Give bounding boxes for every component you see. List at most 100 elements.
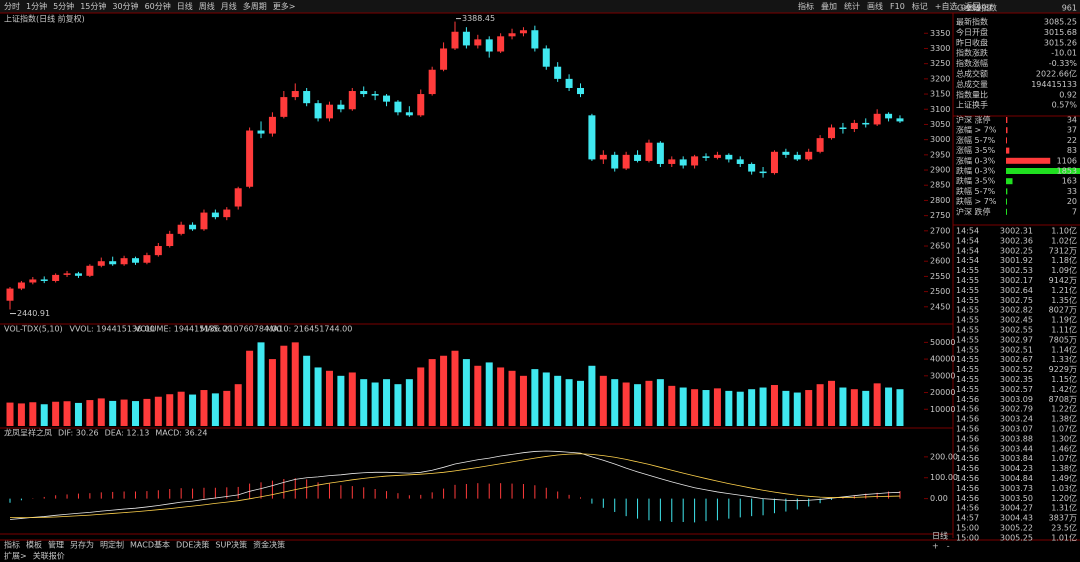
tick-volume: 1.42亿 — [1051, 384, 1077, 394]
period-tab[interactable]: 分时 — [4, 1, 20, 11]
tick-time: 14:56 — [956, 504, 979, 513]
period-tab[interactable]: 15分钟 — [80, 1, 106, 11]
tool-button[interactable]: +自选 — [935, 1, 958, 11]
zoom-button[interactable]: - — [947, 542, 950, 551]
tick-time: 14:57 — [956, 514, 979, 523]
indicator-tab[interactable]: 另存为 — [70, 540, 94, 550]
tool-button[interactable]: 画线 — [867, 1, 883, 11]
candle-body — [839, 127, 847, 130]
quote-label: 指数涨跌 — [956, 48, 988, 58]
volume-bar — [440, 355, 448, 426]
tick-price: 3004.43 — [1000, 514, 1033, 523]
period-tab[interactable]: 月线 — [221, 1, 237, 11]
breadth-label: 跌幅 5-7% — [956, 186, 996, 196]
tick-price: 3003.07 — [1000, 425, 1033, 434]
period-tab[interactable]: 60分钟 — [145, 1, 171, 11]
candle-body — [770, 151, 778, 174]
volume-bar — [166, 394, 174, 426]
y-tick-label: 2950 — [930, 150, 950, 159]
indicator-tab[interactable]: 指标 — [4, 540, 20, 550]
breadth-bar — [1006, 198, 1007, 205]
tick-time: 14:55 — [956, 335, 979, 344]
breadth-bar — [1006, 208, 1007, 215]
volume-bar — [200, 390, 208, 426]
indicator-header: MA10: 216451744.00 — [266, 325, 352, 334]
candle-body — [508, 33, 516, 37]
candle-body — [74, 273, 82, 276]
period-tab[interactable]: 周线 — [199, 1, 215, 11]
candle-body — [462, 31, 470, 46]
volume-bar — [736, 391, 744, 426]
zoom-button[interactable]: + — [932, 542, 939, 551]
volume-bar — [759, 387, 767, 426]
candle-body — [348, 91, 356, 110]
y-tick-label: 3350 — [930, 29, 950, 38]
tick-volume: 1.07亿 — [1051, 424, 1077, 434]
candle-body — [805, 151, 813, 160]
volume-bar — [770, 385, 778, 426]
tool-button[interactable]: F10 — [890, 2, 905, 11]
quote-tag: 961 — [1062, 4, 1077, 13]
tool-button[interactable]: 指标 — [798, 1, 814, 11]
period-tab[interactable]: 5分钟 — [53, 1, 74, 11]
breadth-label: 跌幅 0-3% — [956, 166, 996, 176]
macd-header: DIF: 30.26 — [58, 429, 99, 438]
volume-bar — [29, 402, 37, 426]
candle-body — [394, 101, 402, 113]
candle-body — [542, 48, 550, 67]
candle-body — [622, 154, 630, 169]
volume-bar — [725, 390, 733, 426]
tick-volume: 1.07亿 — [1051, 453, 1077, 463]
candle-body — [200, 212, 208, 230]
tick-time: 14:55 — [956, 276, 979, 285]
candle-body — [97, 261, 105, 266]
y-tick-label: 3200 — [930, 74, 950, 83]
indicator-tab[interactable]: SUP决策 — [215, 540, 247, 550]
breadth-bar — [1006, 147, 1010, 154]
tool-button[interactable]: 统计 — [844, 1, 860, 11]
period-tab[interactable]: 1分钟 — [26, 1, 47, 11]
candle-body — [850, 122, 858, 130]
y-tick-label: 2500 — [930, 287, 950, 296]
period-tab[interactable]: 更多> — [273, 1, 296, 11]
extra-link[interactable]: 关联报价 — [33, 551, 65, 561]
candle-body — [29, 279, 37, 283]
volume-bar — [428, 359, 436, 426]
indicator-tab[interactable]: 模板 — [26, 540, 42, 550]
candle-body — [6, 288, 14, 301]
volume-bar — [531, 369, 539, 426]
period-label[interactable]: 日线 — [932, 531, 948, 541]
indicator-tab[interactable]: 资金决策 — [253, 540, 285, 550]
period-tab[interactable]: 日线 — [177, 1, 193, 11]
tool-button[interactable]: 标记 — [912, 1, 928, 11]
candle-body — [303, 91, 311, 104]
y-tick-label: 0.00 — [930, 494, 948, 503]
candle-body — [166, 233, 174, 247]
indicator-tab[interactable]: DDE决策 — [176, 540, 209, 550]
tick-price: 3003.44 — [1000, 444, 1033, 453]
indicator-tab[interactable]: MACD基本 — [130, 540, 170, 550]
high-label: 3388.45 — [462, 14, 495, 23]
candle-body — [599, 154, 607, 160]
volume-bar — [348, 372, 356, 426]
tool-button[interactable]: 叠加 — [821, 1, 837, 11]
tick-time: 14:54 — [956, 236, 979, 245]
extra-link[interactable]: 扩展> — [4, 551, 27, 561]
tick-time: 14:55 — [956, 375, 979, 384]
tick-volume: 1.33亿 — [1051, 354, 1077, 364]
volume-bar — [896, 389, 904, 426]
candle-body — [565, 78, 573, 88]
period-tab[interactable]: 多周期 — [243, 1, 267, 11]
volume-bar — [189, 394, 197, 426]
tick-time: 14:55 — [956, 385, 979, 394]
volume-bar — [246, 350, 254, 426]
candle-body — [17, 282, 25, 289]
tool-button[interactable]: 返回 — [964, 2, 980, 11]
period-tab[interactable]: 30分钟 — [112, 1, 138, 11]
tick-price: 3001.92 — [1000, 256, 1033, 265]
tick-price: 3002.67 — [1000, 355, 1033, 364]
indicator-tab[interactable]: 管理 — [48, 540, 64, 550]
volume-bar — [451, 350, 459, 426]
indicator-tab[interactable]: 明定制 — [100, 540, 124, 550]
candle-body — [725, 154, 733, 160]
